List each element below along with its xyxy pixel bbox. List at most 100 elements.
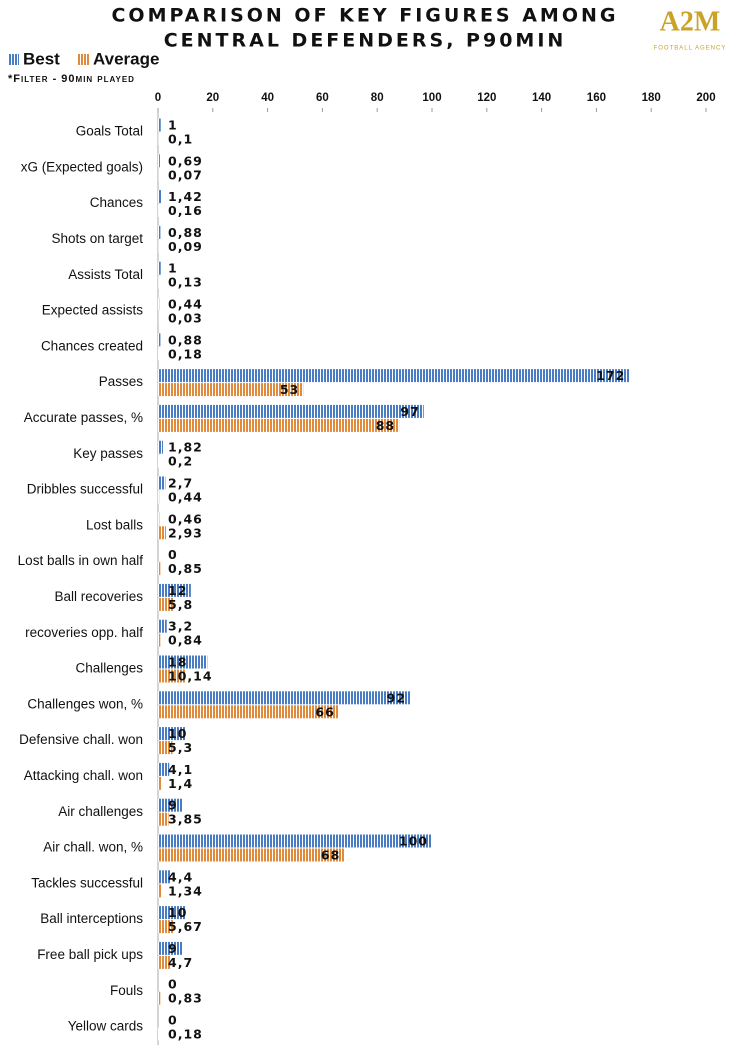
logo-mark: A2M [660,6,721,37]
value-label: 88 [376,418,395,433]
value-label: 0,18 [168,346,203,361]
bar [158,369,630,383]
bar [158,597,174,611]
x-tick-label: 100 [422,92,441,104]
value-label: 1 [168,261,178,276]
legend-swatch [78,54,89,65]
bar [158,225,161,239]
value-label: 5,3 [168,740,193,755]
category-label: Free ball pick ups [37,947,143,962]
bar [158,762,170,776]
value-label: 3,2 [168,619,193,634]
logo-caption: FOOTBALL AGENCY [654,46,727,52]
category-label: Air chall. won, % [43,840,143,855]
value-label: 0,07 [168,167,203,182]
category-label: Fouls [110,983,143,998]
bar [158,705,339,719]
value-label: 10 [168,726,187,741]
x-tick-label: 40 [261,92,274,104]
value-label: 0,46 [168,511,203,526]
value-label: 0,03 [168,311,203,326]
category-label: Goals Total [76,124,143,139]
value-label: 1,42 [168,189,203,204]
bar [158,526,167,540]
category-label: Shots on target [51,231,143,246]
value-label: 0,18 [168,1027,203,1042]
bar [158,333,161,347]
value-label: 0,85 [168,561,203,576]
bar [158,633,161,647]
category-label: Expected assists [42,303,144,318]
value-label: 172 [596,368,625,383]
value-label: 1,34 [168,883,203,898]
value-label: 2,7 [168,476,193,491]
bar [158,906,186,920]
value-label: 0,09 [168,239,203,254]
category-label: Lost balls [86,517,143,532]
bar [158,440,163,454]
value-label: 0,88 [168,332,203,347]
bar [158,297,160,311]
value-label: 0,84 [168,633,203,648]
value-label: 0 [168,1013,178,1028]
category-label: Assists Total [68,267,143,282]
bar [158,404,424,418]
bar [158,118,161,132]
x-tick-label: 20 [206,92,219,104]
category-label: xG (Expected goals) [21,159,143,174]
value-label: 9 [168,798,178,813]
bar [158,941,183,955]
bar [158,190,162,204]
value-label: 9 [168,941,178,956]
value-label: 68 [321,848,340,863]
value-label: 0,44 [168,490,203,505]
category-label: Chances [90,195,144,210]
category-label: Challenges [75,661,143,676]
value-label: 5,67 [168,919,203,934]
value-label: 53 [280,382,299,397]
bar [158,562,161,576]
value-label: 1,4 [168,776,193,791]
bar [158,583,191,597]
value-label: 5,8 [168,597,193,612]
bar [158,261,161,275]
category-label: Lost balls in own half [18,553,144,568]
bar [158,848,345,862]
category-label: Air challenges [58,804,143,819]
bar [158,154,160,168]
category-label: Ball interceptions [40,911,143,926]
value-label: 10 [168,905,187,920]
x-tick-label: 200 [696,92,715,104]
value-label: 18 [168,655,187,670]
bar [158,512,160,526]
value-label: 0 [168,547,178,562]
value-label: 0,88 [168,225,203,240]
value-label: 12 [168,583,187,598]
x-tick-label: 60 [316,92,329,104]
category-label: Accurate passes, % [24,410,143,425]
bar [158,476,166,490]
legend-label: Best [23,49,60,68]
bar [158,955,171,969]
bar [158,812,169,826]
category-label: Tackles successful [31,875,143,890]
bar [158,870,171,884]
value-label: 4,7 [168,955,193,970]
chart-subtitle: *Filter - 90min played [8,73,135,85]
category-label: Passes [99,374,144,389]
category-label: Yellow cards [68,1019,144,1034]
bar [158,454,159,468]
x-tick-label: 160 [587,92,606,104]
category-label: Ball recoveries [54,589,143,604]
bar [158,776,162,790]
value-label: 3,85 [168,812,203,827]
bar [158,741,173,755]
x-tick-label: 0 [155,92,161,104]
category-label: Challenges won, % [27,696,143,711]
value-label: 0,2 [168,454,193,469]
bar [158,727,186,741]
legend-label: Average [93,49,159,68]
value-label: 2,93 [168,525,203,540]
bar [158,884,162,898]
